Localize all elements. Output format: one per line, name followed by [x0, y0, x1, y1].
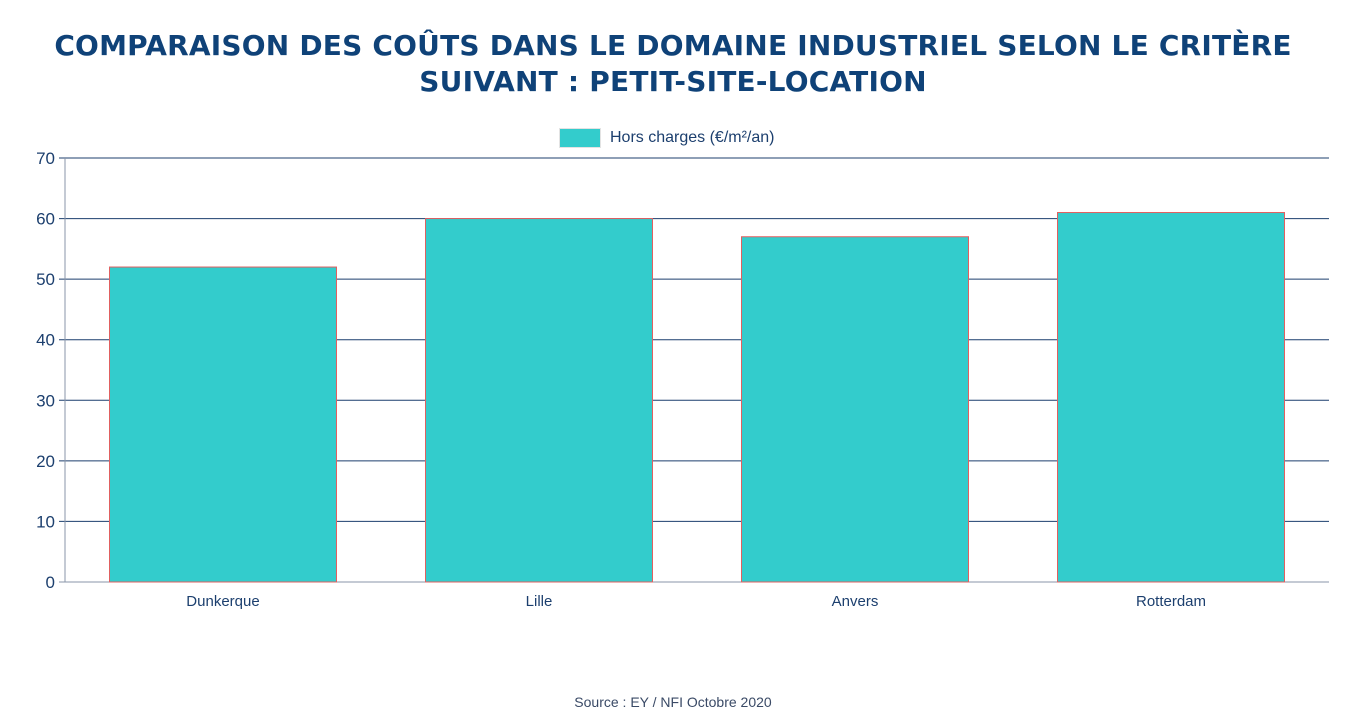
- y-tick-label: 70: [36, 149, 55, 168]
- bar-chart: 0 10 20 30 40 50 60 70 Dunkerque Lille Anvers Rott…: [36, 149, 1329, 610]
- y-tick-label: 50: [36, 270, 55, 289]
- y-tick-label: 10: [36, 512, 55, 531]
- bar-dunkerque: [109, 266, 337, 583]
- bar-anvers: [741, 236, 969, 583]
- legend-swatch: [559, 128, 601, 148]
- source-note: Source : EY / NFI Octobre 2020: [574, 694, 772, 710]
- bar-lille: [425, 218, 653, 583]
- legend: Hors charges (€/m²/an): [559, 127, 775, 149]
- y-tick-label: 60: [36, 210, 55, 229]
- y-tick-label: 0: [46, 573, 55, 592]
- y-tick-label: 40: [36, 331, 55, 350]
- y-axis-ticks: 0 10 20 30 40 50 60 70: [36, 149, 55, 592]
- x-tick-label: Rotterdam: [1136, 593, 1206, 610]
- x-tick-label: Dunkerque: [186, 593, 259, 610]
- y-tick-label: 30: [36, 391, 55, 410]
- x-tick-label: Anvers: [832, 593, 879, 610]
- x-axis-ticks: Dunkerque Lille Anvers Rotterdam: [186, 593, 1206, 610]
- bars: [109, 212, 1285, 583]
- bar-rotterdam: [1057, 212, 1285, 583]
- legend-label: Hors charges (€/m²/an): [610, 129, 775, 146]
- chart-title: COMPARAISON DES COÛTS DANS LE DOMAINE IN…: [54, 29, 1292, 98]
- y-tick-label: 20: [36, 452, 55, 471]
- x-tick-label: Lille: [526, 593, 553, 610]
